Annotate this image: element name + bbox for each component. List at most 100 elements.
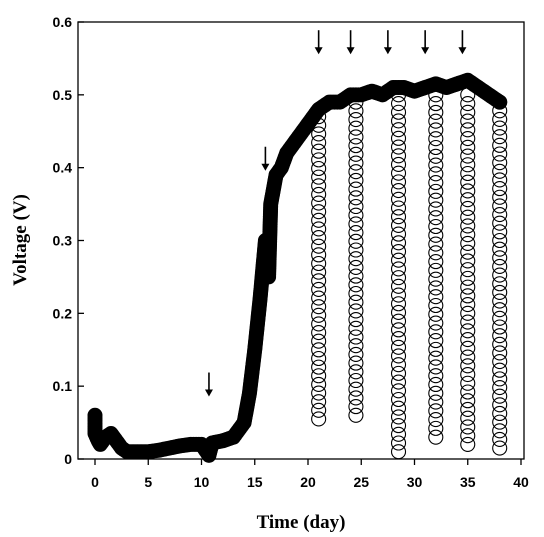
- data-point: [428, 262, 444, 278]
- data-point: [428, 236, 444, 252]
- data-point: [348, 338, 364, 354]
- data-point: [492, 423, 508, 439]
- data-point: [460, 349, 476, 365]
- data-point: [428, 96, 444, 112]
- data-point: [311, 350, 327, 367]
- y-tick-label: 0.2: [53, 305, 73, 321]
- data-point: [460, 288, 476, 304]
- data-point: [390, 296, 407, 312]
- data-point: [428, 131, 444, 147]
- data-point: [348, 242, 364, 258]
- data-point: [348, 138, 364, 154]
- data-point: [460, 139, 476, 155]
- data-point: [311, 316, 327, 332]
- data-point: [348, 346, 364, 362]
- data-point: [492, 379, 508, 396]
- data-point: [460, 122, 476, 138]
- data-point: [311, 264, 327, 280]
- data-point: [460, 393, 476, 409]
- data-point: [348, 164, 364, 180]
- data-point: [428, 333, 444, 349]
- data-point: [390, 217, 407, 233]
- data-point: [311, 135, 327, 151]
- data-point: [311, 195, 327, 211]
- data-point: [390, 278, 407, 294]
- data-point: [348, 216, 364, 232]
- data-point: [492, 414, 508, 430]
- data-point: [492, 103, 508, 119]
- data-point: [390, 139, 407, 155]
- data-point: [460, 174, 476, 190]
- data-point: [390, 226, 407, 242]
- data-point: [460, 227, 476, 243]
- data-point: [428, 210, 444, 226]
- data-point: [348, 120, 364, 136]
- data-point: [390, 383, 407, 399]
- data-point: [390, 270, 407, 286]
- x-tick-label: 30: [407, 474, 423, 490]
- data-point: [348, 259, 364, 275]
- data-point: [390, 331, 407, 347]
- data-point: [348, 146, 364, 162]
- data-point: [460, 157, 476, 173]
- data-point: [460, 410, 476, 426]
- data-point: [311, 255, 327, 272]
- data-point: [428, 376, 444, 393]
- data-point: [460, 262, 476, 278]
- x-tick-label: 0: [91, 474, 99, 490]
- data-point: [311, 333, 327, 349]
- data-point: [390, 235, 407, 251]
- data-point: [311, 247, 327, 263]
- data-point: [428, 289, 444, 305]
- data-point: [428, 139, 444, 156]
- data-point: [428, 385, 444, 401]
- data-point: [311, 109, 327, 125]
- data-point: [311, 126, 327, 142]
- data-point: [348, 277, 364, 293]
- data-point: [428, 315, 444, 331]
- data-point: [428, 192, 444, 208]
- data-point: [492, 198, 508, 214]
- data-point: [428, 166, 444, 182]
- data-point: [492, 371, 508, 387]
- data-point: [390, 409, 407, 425]
- data-point: [311, 143, 327, 159]
- y-tick-label: 0.1: [53, 378, 73, 394]
- y-tick-label: 0.5: [53, 87, 73, 103]
- data-point: [390, 374, 407, 390]
- data-point: [492, 155, 508, 171]
- data-point: [460, 305, 476, 321]
- data-point: [311, 411, 327, 427]
- data-point: [311, 325, 327, 341]
- data-point: [492, 405, 508, 422]
- data-point: [428, 245, 444, 261]
- data-point: [428, 350, 444, 366]
- data-point: [492, 431, 508, 447]
- data-point: [428, 306, 444, 322]
- x-tick-label: 20: [300, 474, 316, 490]
- data-point: [492, 258, 508, 274]
- data-point: [348, 268, 364, 284]
- data-point: [492, 250, 508, 266]
- data-point: [390, 365, 407, 381]
- data-point: [348, 355, 364, 371]
- data-point: [428, 122, 444, 138]
- data-point: [311, 204, 327, 220]
- data-point: [311, 342, 327, 358]
- y-axis: 0 0.1 0.2 0.3 0.4 0.5 0.6: [53, 14, 84, 467]
- y-tick-label: 0.6: [53, 14, 73, 30]
- data-point: [390, 191, 407, 207]
- data-point: [492, 310, 508, 326]
- data-point: [311, 307, 327, 323]
- data-point: [311, 186, 327, 202]
- data-point: [390, 104, 407, 120]
- data-point: [460, 183, 476, 199]
- data-point: [390, 348, 407, 364]
- data-point: [428, 412, 444, 428]
- data-point: [390, 313, 407, 329]
- data-point: [390, 322, 407, 338]
- data-point: [460, 366, 476, 383]
- data-point: [348, 320, 364, 336]
- data-point: [492, 319, 508, 335]
